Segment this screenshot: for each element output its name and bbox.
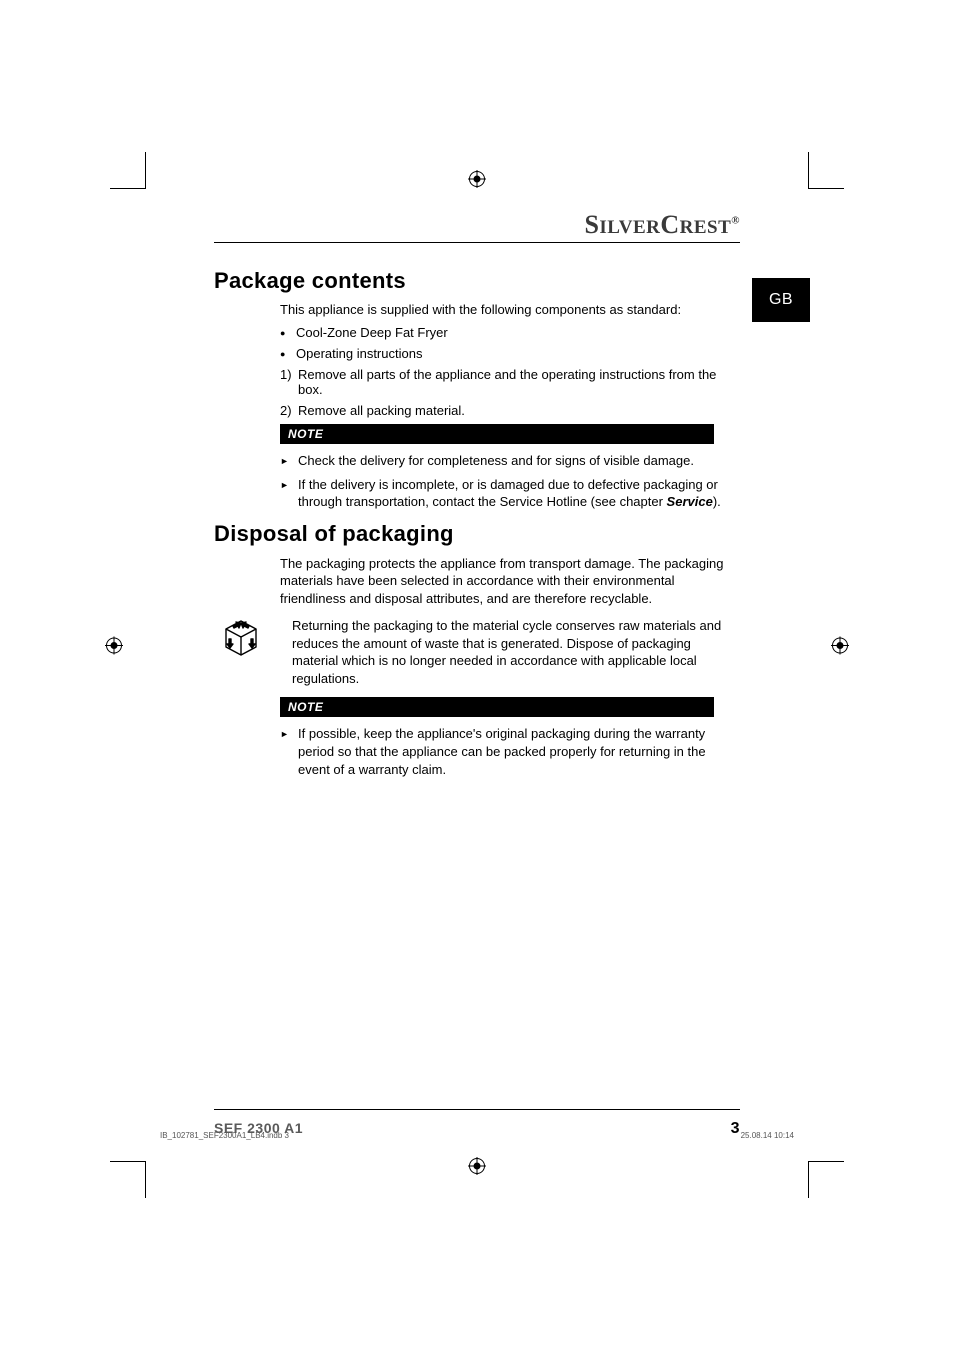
page: SILVERCREST® GB Package contents This ap… bbox=[0, 0, 954, 1350]
list-item: If possible, keep the appliance's origin… bbox=[280, 725, 740, 778]
crop-mark bbox=[145, 152, 146, 188]
step-text: Remove all parts of the appliance and th… bbox=[298, 367, 716, 397]
step-text: Remove all packing material. bbox=[298, 403, 465, 418]
list-item: Operating instructions bbox=[280, 346, 740, 361]
recycle-icon bbox=[216, 617, 266, 687]
disposal-block: The packaging protects the appliance fro… bbox=[280, 555, 740, 778]
note-list: If possible, keep the appliance's origin… bbox=[280, 725, 740, 778]
list-item: Check the delivery for completeness and … bbox=[280, 452, 740, 470]
imprint-timestamp: 25.08.14 10:14 bbox=[741, 1131, 794, 1140]
note-heading: NOTE bbox=[280, 697, 714, 717]
crop-mark bbox=[808, 188, 844, 189]
brand-logo: SILVERCREST® bbox=[584, 210, 740, 240]
note-text: If the delivery is incomplete, or is dam… bbox=[298, 477, 718, 510]
registration-mark-icon bbox=[105, 637, 123, 660]
crop-mark bbox=[808, 1161, 844, 1162]
crop-mark bbox=[110, 188, 146, 189]
content-area: SILVERCREST® GB Package contents This ap… bbox=[214, 210, 740, 1140]
crop-mark bbox=[145, 1162, 146, 1198]
crop-mark bbox=[808, 152, 809, 188]
disposal-para2: Returning the packaging to the material … bbox=[292, 617, 740, 687]
list-item: 2)Remove all packing material. bbox=[280, 403, 740, 418]
registration-mark-icon bbox=[468, 170, 486, 193]
registration-mark-icon bbox=[468, 1157, 486, 1180]
note-list: Check the delivery for completeness and … bbox=[280, 452, 740, 511]
section-title-disposal: Disposal of packaging bbox=[214, 521, 740, 547]
header-rule bbox=[214, 242, 740, 243]
package-intro: This appliance is supplied with the foll… bbox=[280, 302, 740, 317]
imprint-line: IB_102781_SEF2300A1_LB4.indb 3 25.08.14 … bbox=[160, 1131, 794, 1140]
body: Package contents This appliance is suppl… bbox=[214, 268, 740, 788]
crop-mark bbox=[808, 1162, 809, 1198]
list-item: Cool-Zone Deep Fat Fryer bbox=[280, 325, 740, 340]
section-title-package: Package contents bbox=[214, 268, 740, 294]
registered-icon: ® bbox=[731, 214, 740, 226]
package-bullet-list: Cool-Zone Deep Fat Fryer Operating instr… bbox=[280, 325, 740, 361]
service-link-text: Service bbox=[667, 494, 713, 509]
footer-rule bbox=[214, 1109, 740, 1110]
imprint-file: IB_102781_SEF2300A1_LB4.indb 3 bbox=[160, 1131, 289, 1140]
registration-mark-icon bbox=[831, 637, 849, 660]
package-contents-block: This appliance is supplied with the foll… bbox=[280, 302, 740, 511]
crop-mark bbox=[110, 1161, 146, 1162]
language-badge: GB bbox=[752, 278, 810, 322]
note-heading: NOTE bbox=[280, 424, 714, 444]
disposal-para1: The packaging protects the appliance fro… bbox=[280, 555, 740, 608]
list-item: 1)Remove all parts of the appliance and … bbox=[280, 367, 740, 397]
note-suffix: ). bbox=[713, 494, 721, 509]
list-item: If the delivery is incomplete, or is dam… bbox=[280, 476, 740, 511]
package-steps: 1)Remove all parts of the appliance and … bbox=[280, 367, 740, 418]
